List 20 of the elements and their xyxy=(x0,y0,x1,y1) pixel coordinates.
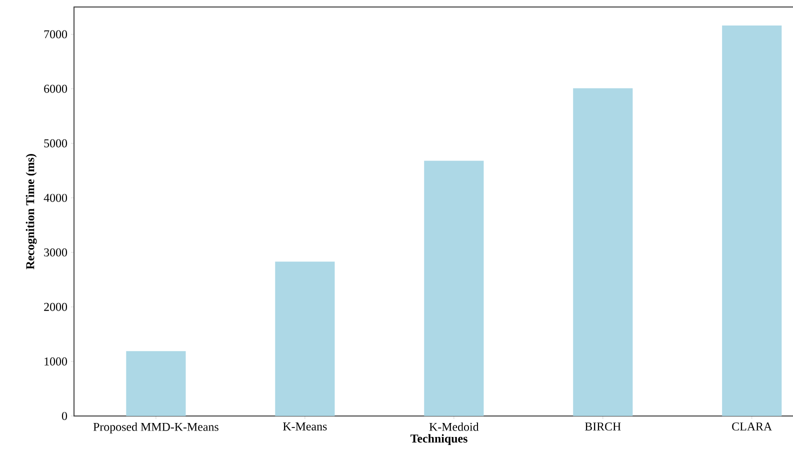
bar xyxy=(722,26,782,416)
y-tick-label: 2000 xyxy=(44,302,68,311)
y-tick-label: 5000 xyxy=(44,139,68,148)
y-tick-label: 1000 xyxy=(44,357,68,366)
x-axis-title: Techniques xyxy=(410,434,468,446)
x-tick-label: K-Medoid xyxy=(429,422,479,431)
y-tick-label: 6000 xyxy=(44,84,68,93)
x-tick-label: BIRCH xyxy=(584,422,621,431)
x-tick-label: K-Means xyxy=(283,422,327,430)
bar xyxy=(573,88,633,416)
bar xyxy=(126,351,186,416)
x-tick-label: CLARA xyxy=(732,422,772,431)
y-tick-label: 4000 xyxy=(44,194,68,202)
y-tick-label: 3000 xyxy=(44,248,68,256)
y-tick-label: 0 xyxy=(62,412,68,420)
bar xyxy=(275,262,335,416)
x-tick-label: Proposed MMD-K-Means xyxy=(93,422,218,434)
y-tick-label: 7000 xyxy=(44,30,68,38)
y-axis-title: Recognition Time (ms) xyxy=(26,154,37,270)
bar xyxy=(424,160,484,416)
